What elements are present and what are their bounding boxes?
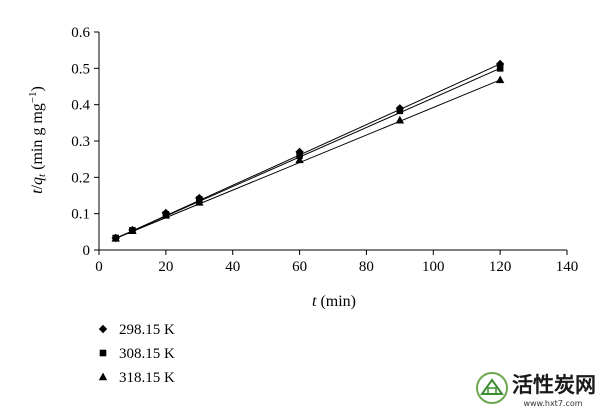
legend-marker-triangle — [98, 372, 108, 381]
y-tick-label: 0 — [83, 243, 91, 259]
y-tick-label: 0.2 — [71, 170, 90, 186]
y-tick-label: 0.4 — [71, 98, 90, 114]
y-tick-label: 0.5 — [71, 61, 90, 77]
legend-marker-diamond — [98, 324, 108, 334]
fit-line-2 — [115, 67, 501, 239]
y-tick-label: 0.3 — [71, 134, 90, 150]
x-tick-label: 40 — [225, 259, 240, 275]
x-tick-label: 140 — [556, 259, 579, 275]
data-point-triangle — [295, 155, 304, 164]
watermark-url: www.hxt7.com — [523, 399, 582, 408]
data-point-square — [396, 107, 404, 115]
data-point-triangle — [111, 233, 120, 242]
watermark-logo-icon — [476, 372, 508, 404]
fit-line-3 — [115, 79, 501, 239]
x-tick-label: 80 — [359, 259, 374, 275]
x-tick-label: 120 — [489, 259, 512, 275]
x-tick-label: 60 — [292, 259, 307, 275]
legend-marker-square — [99, 349, 107, 357]
legend-label: 308.15 K — [119, 346, 175, 362]
watermark-logo-text: 活性炭网 — [512, 373, 596, 397]
data-point-triangle — [395, 115, 405, 124]
legend: 298.15 K 308.15 K 318.15 K — [98, 322, 175, 386]
x-tick-label: 0 — [95, 259, 103, 275]
legend-label: 318.15 K — [119, 370, 175, 386]
y-tick-label: 0.1 — [71, 207, 90, 223]
y-axis-title: t/qt (min g mg−1) — [27, 86, 48, 194]
data-point-triangle — [195, 197, 204, 206]
watermark: 活性炭网 www.hxt7.com — [476, 372, 596, 408]
data-point-triangle — [495, 75, 505, 84]
axes: 0 20 40 60 80 100 120 140 0 0.1 0.2 0.3 0.4 0.5 0.6 — [71, 25, 578, 275]
x-tick-label: 100 — [422, 259, 445, 275]
x-tick-label: 20 — [158, 259, 173, 275]
x-axis-title: t (min) — [312, 293, 356, 310]
y-tick-label: 0.6 — [71, 25, 90, 41]
data-point-triangle — [161, 210, 171, 219]
data-point-square — [496, 65, 504, 72]
fit-line-1 — [115, 63, 501, 239]
fit-lines — [115, 63, 501, 239]
data-point-triangle — [128, 226, 137, 234]
data-markers — [111, 59, 505, 243]
legend-label: 298.15 K — [119, 322, 175, 338]
